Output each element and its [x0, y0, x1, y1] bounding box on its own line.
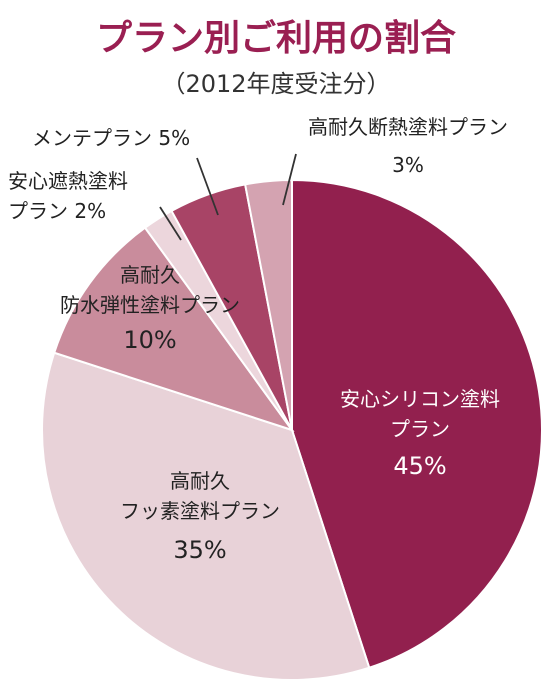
- slice-label: 防水弾性塗料プラン: [60, 293, 240, 317]
- pie-slice: [52, 226, 295, 432]
- chart-title: プラン別ご利用の割合: [96, 18, 456, 59]
- pie-slice: [243, 178, 293, 431]
- slice-label: プラン: [390, 417, 450, 441]
- leader-line: [282, 153, 297, 206]
- slice-label: 高耐久断熱塗料プラン: [308, 115, 508, 139]
- slice-percent-label: 35%: [173, 536, 226, 564]
- pie-slice: [291, 178, 543, 670]
- slice-label: 安心遮熱塗料: [8, 169, 128, 193]
- slice-label: メンテプラン 5%: [32, 126, 190, 150]
- slice-label: 3%: [392, 153, 424, 177]
- slice-label: 高耐久: [170, 469, 230, 493]
- slice-label: プラン 2%: [8, 199, 106, 223]
- leader-line: [196, 157, 219, 216]
- slice-label: 安心シリコン塗料: [340, 387, 500, 411]
- slice-label: 高耐久: [120, 263, 180, 287]
- slice-percent-label: 10%: [123, 326, 176, 354]
- chart-subtitle: （2012年度受注分）: [161, 70, 390, 98]
- slice-percent-label: 45%: [393, 452, 446, 480]
- slice-label: フッ素塗料プラン: [120, 499, 280, 523]
- leader-lines: [159, 153, 297, 241]
- slice-labels: 安心シリコン塗料プラン45%高耐久フッ素塗料プラン35%高耐久防水弾性塗料プラン…: [8, 115, 508, 564]
- pie-slice: [41, 351, 371, 681]
- pie-slices: [41, 178, 543, 681]
- leader-line: [159, 206, 182, 241]
